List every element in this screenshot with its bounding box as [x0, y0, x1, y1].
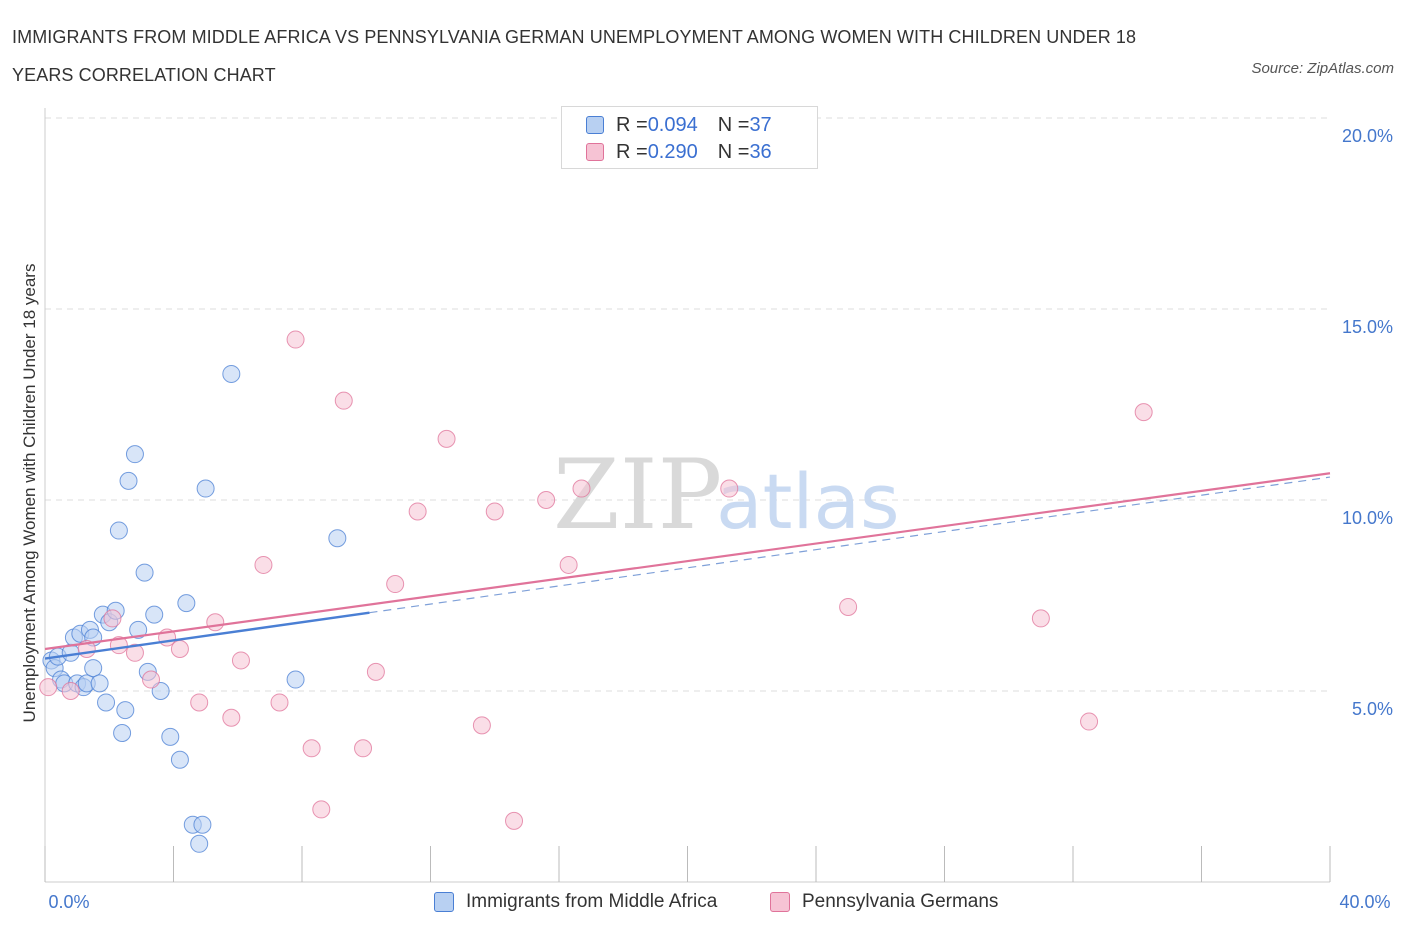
point-pennsylvania-german: [103, 609, 122, 628]
point-pennsylvania-german: [142, 670, 161, 689]
point-middle-africa: [145, 605, 164, 624]
legend-r-label: R =: [616, 140, 648, 163]
trend-line-middle-africa-extension: [369, 476, 1331, 614]
point-pennsylvania-german: [302, 739, 321, 758]
axes: [44, 108, 1331, 883]
point-pennsylvania-german: [334, 391, 353, 410]
point-pennsylvania-german: [505, 811, 524, 830]
point-middle-africa: [125, 445, 144, 464]
point-middle-africa: [286, 670, 305, 689]
trend-line-middle-africa: [44, 611, 370, 660]
point-middle-africa: [193, 815, 212, 834]
point-pennsylvania-german: [1134, 403, 1153, 422]
point-pennsylvania-german: [559, 555, 578, 574]
point-middle-africa: [190, 834, 209, 853]
point-pennsylvania-german: [1031, 609, 1050, 628]
point-middle-africa: [170, 750, 189, 769]
point-pennsylvania-german: [354, 739, 373, 758]
legend-n-value: 37: [749, 113, 772, 136]
trend-line-pennsylvania-german: [44, 472, 1331, 651]
point-middle-africa: [84, 659, 103, 678]
point-middle-africa: [161, 727, 180, 746]
data-points: [39, 330, 1153, 853]
watermark: ZIP atlas: [553, 439, 900, 551]
point-pennsylvania-german: [270, 693, 289, 712]
legend-swatch-blue: [586, 116, 604, 134]
point-pennsylvania-german: [39, 678, 58, 697]
point-pennsylvania-german: [408, 502, 427, 521]
x-tick-label-min: 0.0%: [48, 892, 89, 912]
y-tick-label: 10.0%: [1342, 508, 1393, 528]
point-pennsylvania-german: [386, 575, 405, 594]
legend-r-value: 0.290: [647, 140, 698, 163]
series-label-blue: Immigrants from Middle Africa: [466, 891, 718, 912]
point-middle-africa: [116, 701, 135, 720]
point-middle-africa: [109, 521, 128, 540]
point-middle-africa: [119, 471, 138, 490]
point-pennsylvania-german: [222, 708, 241, 727]
series-legend-pink: Pennsylvania Germans: [770, 888, 998, 916]
point-middle-africa: [328, 529, 347, 548]
point-pennsylvania-german: [437, 429, 456, 448]
y-tick-label: 5.0%: [1352, 699, 1393, 719]
point-middle-africa: [135, 563, 154, 582]
legend-swatch-pink: [586, 143, 604, 161]
point-pennsylvania-german: [1080, 712, 1099, 731]
y-tick-label: 20.0%: [1342, 126, 1393, 146]
point-pennsylvania-german: [61, 682, 80, 700]
point-pennsylvania-german: [231, 651, 250, 670]
point-middle-africa: [222, 364, 241, 383]
legend-r-label: R =: [616, 113, 648, 136]
x-tick-label-max: 40.0%: [1339, 892, 1390, 912]
point-middle-africa: [90, 674, 109, 693]
point-pennsylvania-german: [190, 693, 209, 712]
tick-labels: 5.0% 10.0% 15.0% 20.0% 0.0% 40.0%: [48, 126, 1393, 912]
point-middle-africa: [151, 682, 170, 700]
point-pennsylvania-german: [366, 662, 385, 681]
point-pennsylvania-german: [254, 555, 273, 574]
y-tick-label: 15.0%: [1342, 317, 1393, 337]
point-middle-africa: [129, 620, 148, 639]
point-middle-africa: [177, 594, 196, 613]
trend-lines: [44, 472, 1331, 660]
correlation-legend: R = 0.094 N = 37 R = 0.290 N = 36: [561, 106, 818, 169]
point-middle-africa: [97, 693, 116, 712]
point-pennsylvania-german: [125, 643, 144, 662]
point-pennsylvania-german: [472, 716, 491, 735]
series-legend-blue: Immigrants from Middle Africa: [434, 888, 717, 916]
watermark-atlas: atlas: [716, 457, 900, 546]
point-middle-africa: [196, 479, 215, 498]
legend-row-blue: R = 0.094 N = 37: [586, 112, 772, 138]
legend-row-pink: R = 0.290 N = 36: [586, 139, 772, 165]
point-pennsylvania-german: [537, 491, 556, 509]
chart-title: IMMIGRANTS FROM MIDDLE AFRICA VS PENNSYL…: [12, 27, 1137, 85]
point-middle-africa: [113, 724, 132, 743]
point-pennsylvania-german: [485, 502, 504, 521]
series-swatch-blue: [434, 892, 454, 912]
point-pennsylvania-german: [839, 597, 858, 616]
point-pennsylvania-german: [170, 639, 189, 658]
y-axis-label: Unemployment Among Women with Children U…: [20, 264, 39, 723]
point-pennsylvania-german: [312, 800, 331, 819]
point-pennsylvania-german: [720, 479, 739, 498]
legend-r-value: 0.094: [647, 113, 698, 136]
point-pennsylvania-german: [286, 330, 305, 349]
legend-n-label: N =: [717, 113, 750, 136]
point-pennsylvania-german: [206, 613, 225, 632]
source-label: Source: ZipAtlas.com: [1251, 60, 1394, 77]
series-swatch-pink: [770, 892, 790, 912]
legend-n-value: 36: [749, 140, 772, 163]
series-label-pink: Pennsylvania Germans: [802, 891, 999, 912]
legend-n-label: N =: [717, 140, 750, 163]
point-pennsylvania-german: [572, 479, 591, 498]
grid-lines: [45, 117, 1330, 692]
